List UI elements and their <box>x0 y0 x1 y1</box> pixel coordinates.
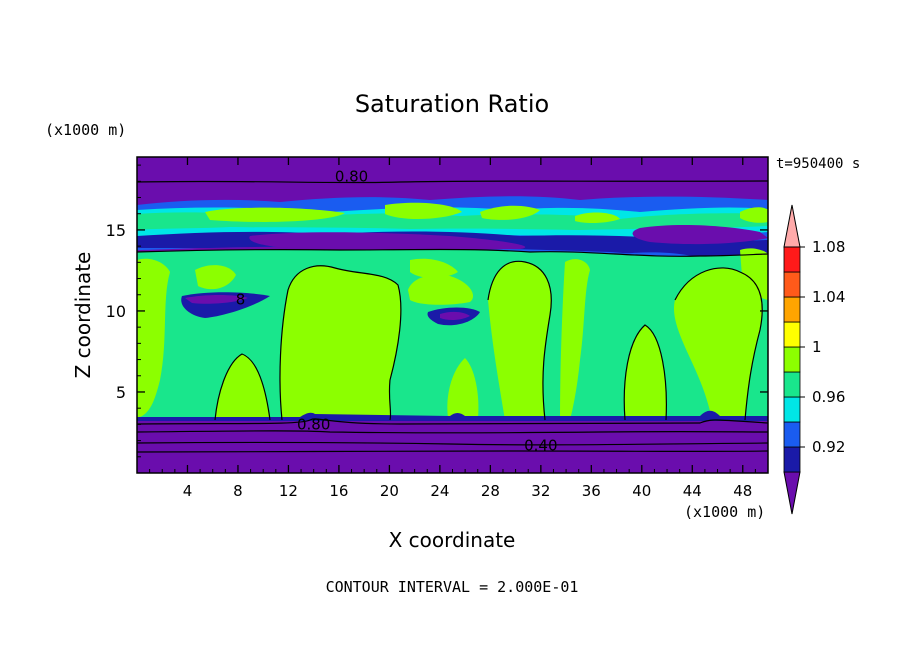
lower-dry-top <box>137 410 768 422</box>
x-tick-label: 28 <box>481 482 500 500</box>
upper-purple-lens-right <box>632 225 768 245</box>
y-axis-title: Z coordinate <box>71 252 95 379</box>
x-tick-label: 40 <box>632 482 651 500</box>
x-tick-label: 16 <box>329 482 348 500</box>
colorbar-box <box>783 296 801 323</box>
contour-label: 0.80 <box>297 415 330 433</box>
dry-pocket-left-core <box>185 295 248 304</box>
colorbar-label: 0.96 <box>812 388 845 406</box>
cloud-column-11 <box>195 265 236 290</box>
upper-lime-blob-2 <box>385 202 462 220</box>
x-unit-label: (x1000 m) <box>684 503 765 521</box>
contour-plot: 0.80 0.80 0.40 8 <box>137 157 768 473</box>
cloud-column-1 <box>137 258 170 418</box>
y-tick-label: 10 <box>106 302 126 321</box>
x-tick-label: 12 <box>279 482 298 500</box>
chart-title: Saturation Ratio <box>355 90 549 118</box>
x-axis: 4 8 12 16 20 24 28 32 36 40 44 48 <box>149 157 756 500</box>
colorbar-extend-low <box>783 471 801 515</box>
colorbar-label: 0.92 <box>812 438 845 456</box>
cloud-column-3 <box>280 265 401 420</box>
cloud-column-5 <box>410 258 458 278</box>
x-tick-label: 20 <box>380 482 399 500</box>
upper-green-band <box>137 212 768 230</box>
colorbar-box <box>783 271 801 298</box>
colorbar-box <box>783 396 801 423</box>
contour-interval-note: CONTOUR INTERVAL = 2.000E-01 <box>326 578 579 596</box>
cloud-column-2 <box>215 354 270 420</box>
upper-lime-blob-5 <box>740 207 768 223</box>
colorbar-box <box>783 371 801 398</box>
y-tick-label: 15 <box>106 221 126 240</box>
x-tick-label: 44 <box>683 482 702 500</box>
x-tick-label: 36 <box>582 482 601 500</box>
lower-dry-layer <box>137 421 768 473</box>
contour-label: 0.40 <box>524 436 557 454</box>
x-tick-label: 8 <box>233 482 243 500</box>
colorbar: 0.92 0.96 1 1.04 1.08 <box>783 204 845 515</box>
colorbar-label: 1.08 <box>812 238 845 256</box>
cloud-column-8 <box>560 259 590 420</box>
x-tick-label: 48 <box>733 482 752 500</box>
colorbar-label: 1 <box>812 338 822 356</box>
y-unit-label: (x1000 m) <box>45 121 126 139</box>
colorbar-box <box>783 446 801 473</box>
cloud-column-7 <box>488 261 552 420</box>
cloud-column-4 <box>408 274 474 305</box>
cloud-column-13 <box>740 248 768 300</box>
colorbar-label: 1.04 <box>812 288 845 306</box>
cloud-column-12 <box>355 343 378 361</box>
cloud-column-9 <box>624 325 667 420</box>
contour-labels: 0.80 0.80 0.40 8 <box>236 167 558 454</box>
x-tick-label: 4 <box>183 482 193 500</box>
dry-pocket-center-core <box>440 311 470 321</box>
upper-lime-blob-1 <box>205 207 345 222</box>
time-label: t=950400 s <box>776 156 860 172</box>
y-axis: 5 10 15 <box>106 164 768 458</box>
upper-lime-blob-4 <box>575 212 620 224</box>
colorbar-box <box>783 321 801 348</box>
colorbar-extend-high <box>783 204 801 248</box>
cloud-column-10 <box>673 267 763 420</box>
cloud-column-6 <box>447 358 479 418</box>
x-axis-title: X coordinate <box>389 528 516 552</box>
x-tick-label: 32 <box>531 482 550 500</box>
colorbar-box <box>783 346 801 373</box>
colorbar-box <box>783 421 801 448</box>
y-tick-label: 5 <box>116 383 126 402</box>
contour-label: 8 <box>236 291 246 309</box>
upper-lime-blob-3 <box>480 205 540 220</box>
colorbar-box <box>783 246 801 273</box>
contour-label: 0.80 <box>335 167 368 185</box>
x-tick-label: 24 <box>430 482 449 500</box>
upper-purple-lens <box>249 232 526 250</box>
contour-lines <box>137 180 768 453</box>
